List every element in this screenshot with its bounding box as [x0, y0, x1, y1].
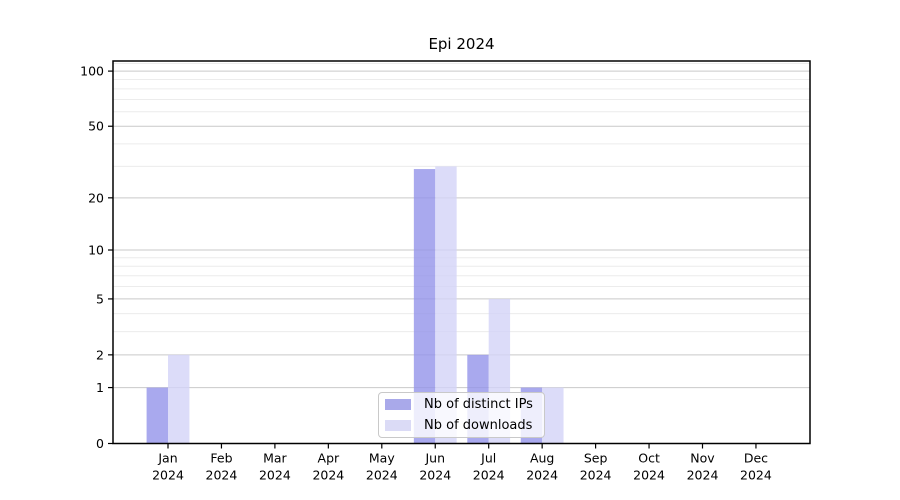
y-tick-label: 5 [96, 291, 104, 306]
legend-label-downloads: Nb of downloads [424, 418, 533, 433]
plot-border [112, 60, 811, 445]
x-tick-label-year: 2024 [580, 468, 612, 483]
x-tick-label-month: Sep [584, 451, 608, 466]
x-tick-label-month: Apr [318, 451, 340, 466]
legend-swatch-distinct-ips-icon [385, 399, 411, 410]
x-tick-label-month: Aug [530, 451, 554, 466]
y-tick-label: 1 [96, 380, 104, 395]
x-tick-label-year: 2024 [206, 468, 238, 483]
x-tick-label-year: 2024 [473, 468, 505, 483]
legend-label-distinct-ips: Nb of distinct IPs [424, 397, 533, 412]
x-tick-label-year: 2024 [526, 468, 558, 483]
x-tick-label-year: 2024 [312, 468, 344, 483]
bar-downloads-jan [168, 354, 190, 444]
x-tick-label-year: 2024 [366, 468, 398, 483]
x-tick-label-month: Mar [263, 451, 287, 466]
x-tick-label-year: 2024 [259, 468, 291, 483]
x-tick-label-year: 2024 [419, 468, 451, 483]
x-tick-label-month: Jun [424, 451, 445, 466]
bar-downloads-jun [435, 166, 457, 444]
y-tick-label: 0 [96, 436, 104, 451]
bar-downloads-aug [542, 387, 564, 444]
y-tick-label: 10 [88, 243, 104, 258]
y-tick-label: 2 [96, 347, 104, 362]
legend-swatch-downloads-icon [385, 420, 411, 431]
x-tick-label-year: 2024 [687, 468, 719, 483]
x-tick-label-month: Dec [744, 451, 768, 466]
x-tick-label-year: 2024 [152, 468, 184, 483]
bar-distinct-ips-jun [413, 169, 436, 444]
x-tick-label-month: Jul [480, 451, 496, 466]
x-tick-label-year: 2024 [633, 468, 665, 483]
bar-distinct-ips-jan [146, 387, 168, 444]
legend: Nb of distinct IPs Nb of downloads [378, 392, 545, 438]
x-tick-label-year: 2024 [740, 468, 772, 483]
y-tick-label: 20 [88, 190, 104, 205]
y-tick-label: 50 [88, 119, 104, 134]
chart-title: Epi 2024 [428, 35, 495, 53]
x-tick-label-month: Oct [638, 451, 660, 466]
y-tick-label: 100 [80, 64, 104, 79]
legend-item-downloads: Nb of downloads [385, 417, 538, 434]
x-tick-label-month: Nov [690, 451, 715, 466]
x-tick-label-month: Jan [157, 451, 177, 466]
legend-item-distinct-ips: Nb of distinct IPs [385, 396, 538, 413]
x-tick-label-month: May [369, 451, 395, 466]
x-tick-label-month: Feb [210, 451, 232, 466]
